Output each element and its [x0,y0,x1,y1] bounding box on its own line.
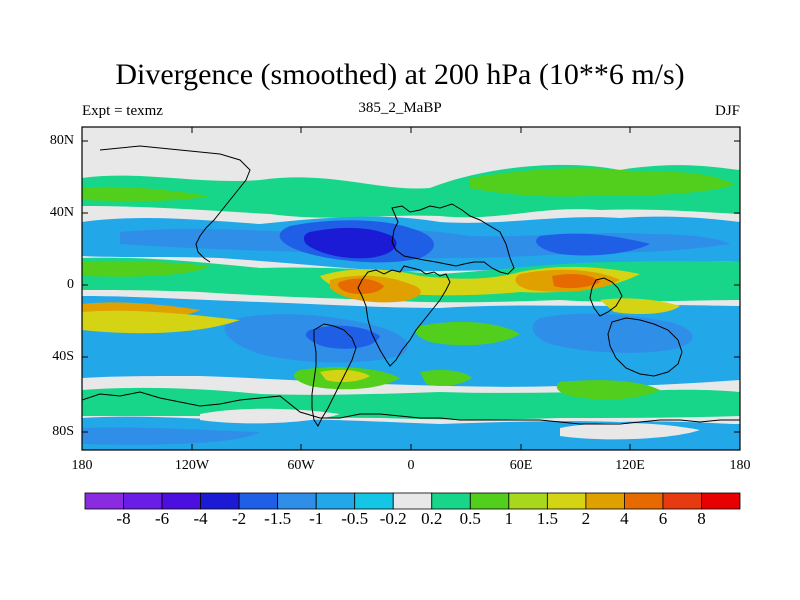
colorbar [84,492,741,510]
contour-north-1 [470,168,735,197]
colorbar-box [277,492,317,510]
colorbar-box [200,492,240,510]
contour-south-positive-3 [415,321,520,346]
colorbar-label: -6 [154,509,170,528]
coast-asia [391,203,515,275]
lon-label-120w: 120W [174,458,210,473]
lon-label-180w: 180 [71,458,93,473]
coast-south-america [311,323,357,427]
colorbar-label: -0.2 [379,509,407,528]
colorbar-box [624,492,664,510]
coast-antarctica [82,391,740,425]
colorbar-box [508,492,548,510]
coast-africa-europe [357,265,451,367]
colorbar-label: -8 [116,509,131,528]
colorbar-box [392,492,433,510]
lat-ticks [82,140,740,433]
colorbar-label: 0.5 [459,509,481,528]
colorbar-box [585,492,625,510]
colorbar-label: 1 [504,509,514,528]
season-label: DJF [714,103,740,119]
contour-midlat-negative-5 [536,233,650,256]
colorbar-label: 6 [658,509,668,528]
colorbar-label: 0.2 [421,509,443,528]
colorbar-box [315,492,356,510]
contour-south-mid-3 [320,369,370,383]
lon-label-120e: 120E [615,458,645,473]
colorbar-label: 4 [620,509,629,528]
lat-label-0: 0 [67,277,74,292]
contour-antarctic-1 [82,416,740,450]
colorbar-label: -1.5 [264,509,292,528]
contour-south-negative-3 [306,325,380,349]
contour-south-positive-2 [82,310,240,334]
colorbar-box [238,492,279,510]
colorbar-box [123,492,163,510]
colorbar-label: -4 [193,509,208,528]
contour-equator-5 [338,278,384,294]
colorbar-label: -1 [309,509,324,528]
colorbar-box [701,492,741,510]
colorbar-box [662,492,702,510]
colorbar-box [431,492,471,510]
colorbar-label: -2 [232,509,247,528]
lon-label-180e: 180 [729,458,751,473]
colorbar-box [546,492,587,510]
colorbar-label: 1.5 [536,509,558,528]
run-label: 385_2_MaBP [358,100,442,116]
contour-equator-6 [552,274,600,289]
lon-label-0: 0 [407,458,415,473]
lat-label-40n: 40N [49,205,74,220]
contour-antarctic-4 [560,422,700,440]
colorbar-label: 2 [581,509,591,528]
contour-north-2 [82,186,210,202]
lon-label-60e: 60E [509,458,533,473]
contour-antarctic-2 [82,427,260,445]
contour-equator-1 [82,261,210,277]
coast-australia [607,317,683,377]
plot-title: Divergence (smoothed) at 200 hPa (10**6 … [115,58,685,91]
colorbar-box [84,492,124,510]
lat-label-40s: 40S [52,349,74,364]
contour-south-mid-5 [420,370,472,386]
lat-label-80s: 80S [52,424,74,439]
contour-south-mid-4 [556,380,660,400]
coast-indochina [589,277,623,317]
contour-midlat-negative-4 [303,227,397,259]
divergence-field [82,127,740,450]
contour-antarctic-3 [200,408,340,424]
colorbar-label: -0.5 [341,509,369,528]
lon-label-60w: 60W [287,458,315,473]
lat-label-80n: 80N [49,133,74,148]
colorbar-box [469,492,510,510]
coast-north-america [99,145,251,263]
colorbar-box [161,492,201,510]
colorbar-box [354,492,394,510]
colorbar-label: 8 [697,509,706,528]
contour-south-positive-4 [600,298,680,314]
coastlines [82,145,740,427]
lon-ticks [191,127,631,450]
experiment-label: Expt = texmz [82,103,163,119]
